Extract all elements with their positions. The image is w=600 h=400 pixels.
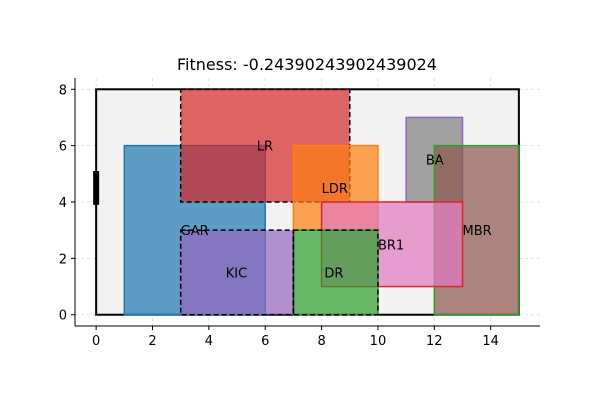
y-tick-label: 8 xyxy=(59,83,67,98)
room-labels: GAR LR LDR BA MBR BR1 DR KIC xyxy=(181,140,492,282)
axes: 0 2 4 6 8 10 12 14 0 2 4 6 8 xyxy=(59,78,540,349)
x-tick-label: 2 xyxy=(148,334,156,349)
room-label-kic: KIC xyxy=(226,266,247,281)
chart-title: Fitness: -0.24390243902439024 xyxy=(177,55,437,74)
y-tick-label: 4 xyxy=(59,196,67,211)
door-marker xyxy=(93,171,100,205)
room-label-lr: LR xyxy=(257,140,273,155)
x-tick-label: 12 xyxy=(426,334,443,349)
room-label-br1: BR1 xyxy=(378,238,404,253)
room-label-dr: DR xyxy=(324,266,343,281)
rooms xyxy=(123,88,520,316)
x-tick-label: 4 xyxy=(205,334,213,349)
x-tick-label: 14 xyxy=(482,334,499,349)
x-tick-label: 6 xyxy=(261,334,269,349)
room-outline xyxy=(292,229,379,316)
room-label-ldr: LDR xyxy=(322,182,348,197)
x-tick-label: 0 xyxy=(92,334,100,349)
x-tick-label: 10 xyxy=(370,334,387,349)
door xyxy=(93,171,100,205)
room-label-mbr: MBR xyxy=(463,224,492,239)
x-tick-label: 8 xyxy=(317,334,325,349)
room-label-ba: BA xyxy=(426,154,444,169)
y-tick-label: 0 xyxy=(59,309,67,324)
y-tick-label: 6 xyxy=(59,140,67,155)
y-tick-label: 2 xyxy=(59,252,67,267)
room-label-gar: GAR xyxy=(181,224,209,239)
room-kic xyxy=(179,229,295,316)
